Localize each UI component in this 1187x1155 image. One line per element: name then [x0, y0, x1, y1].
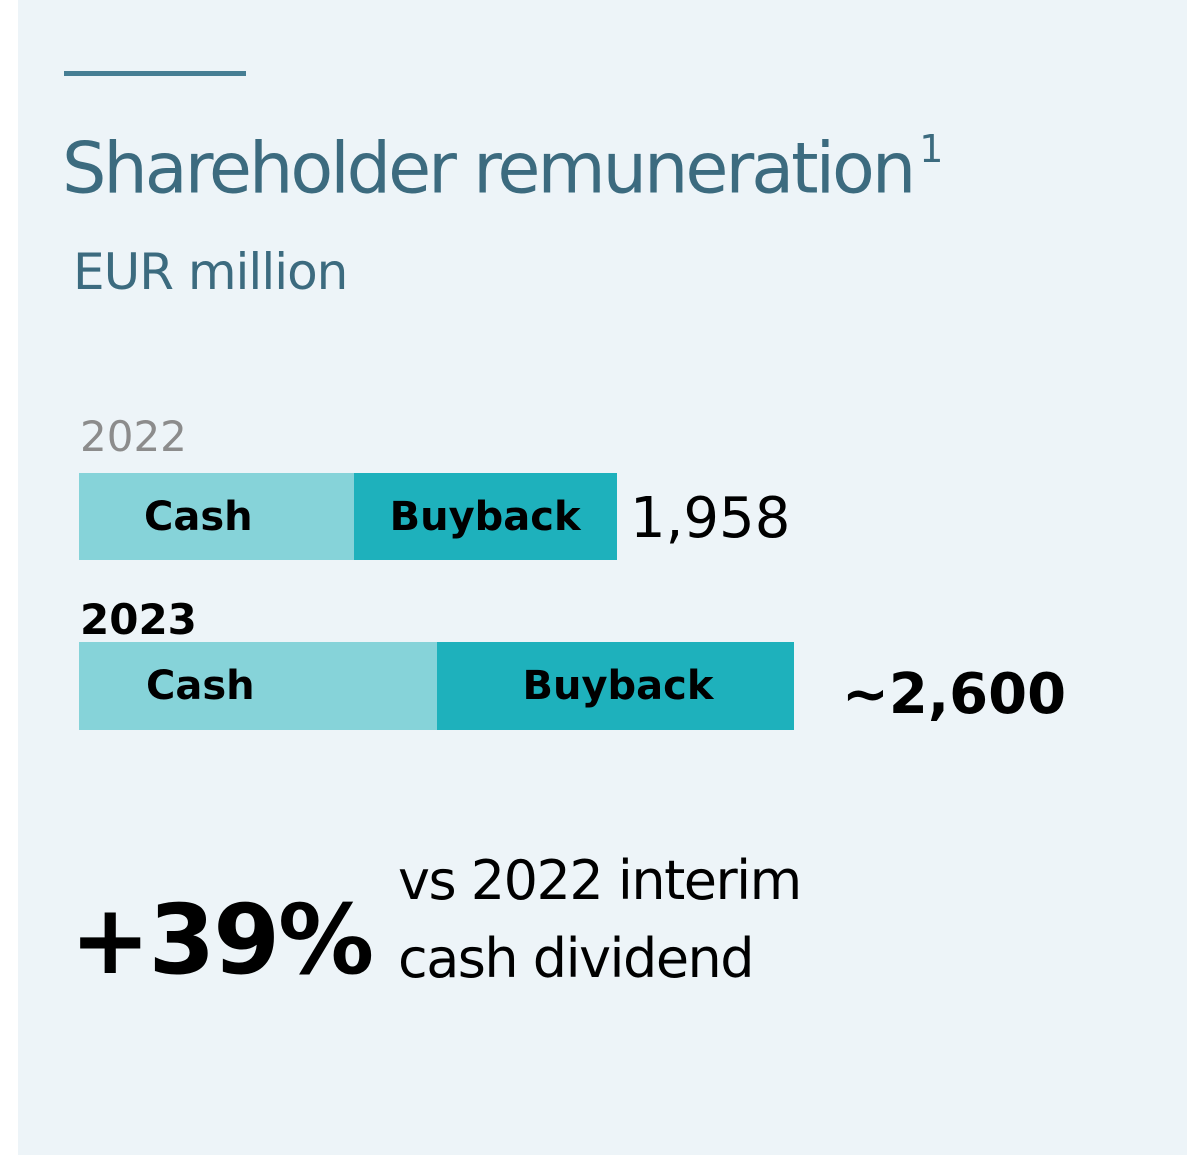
year-label-2022: 2022: [80, 412, 187, 461]
bar-2022: Cash Buyback: [79, 473, 618, 560]
chart-title: Shareholder remuneration 1: [62, 108, 943, 215]
bar-2023-cash-segment: Cash: [79, 642, 437, 730]
bar-2022-buyback-label: Buyback: [389, 493, 581, 540]
bar-2022-cash-label: Cash: [144, 493, 253, 540]
growth-note-line-1: vs 2022 interim: [398, 849, 802, 912]
growth-percentage: +39%: [70, 884, 374, 996]
bar-2022-cash-segment: Cash: [79, 473, 354, 560]
growth-note-line-2: cash dividend: [398, 927, 755, 990]
bar-2023: Cash Buyback: [79, 642, 794, 730]
bar-2023-buyback-label: Buyback: [522, 663, 714, 709]
chart-subtitle: EUR million: [73, 243, 348, 301]
bar-2023-buyback-segment: Buyback: [436, 642, 794, 730]
year-label-2023: 2023: [80, 595, 197, 644]
bar-2023-cash-label: Cash: [146, 663, 255, 709]
chart-panel: [18, 0, 1187, 1155]
chart-title-text: Shareholder remuneration: [62, 127, 916, 210]
bar-2022-buyback-segment: Buyback: [353, 473, 618, 560]
total-label-2023: ~2,600: [842, 662, 1067, 727]
total-label-2022: 1,958: [630, 486, 791, 551]
title-footnote-marker: 1: [919, 127, 944, 171]
title-accent-rule: [64, 71, 246, 76]
